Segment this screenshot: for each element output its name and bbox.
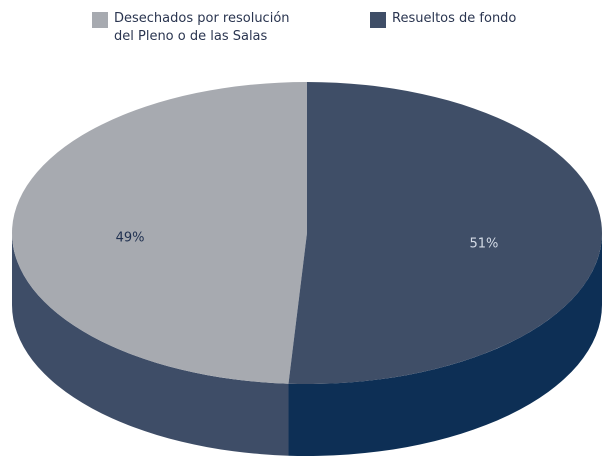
slice-side — [12, 233, 289, 456]
data-label: 49% — [116, 231, 145, 246]
slice-side — [288, 233, 602, 456]
legend-label: Resueltos de fondo — [392, 11, 517, 26]
legend-label: Desechados por resolución del Pleno o de… — [114, 11, 290, 44]
legend-swatch — [92, 12, 108, 28]
slice — [288, 82, 603, 456]
legend-swatch — [370, 12, 386, 28]
slice-top — [288, 82, 603, 384]
slice — [12, 82, 307, 456]
data-label: 51% — [469, 236, 498, 251]
slice-top — [12, 82, 307, 384]
